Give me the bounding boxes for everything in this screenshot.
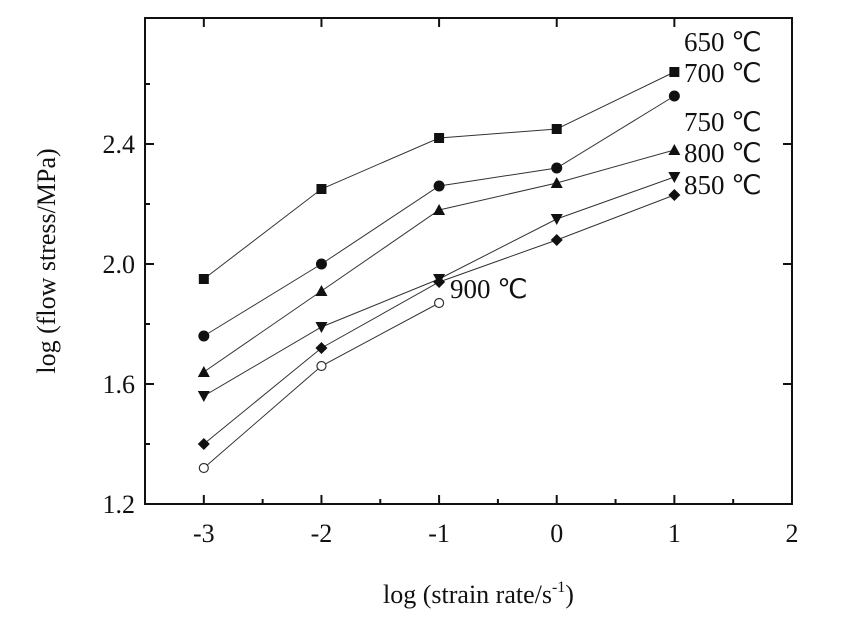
data-point-diamond — [668, 189, 681, 201]
series-label: 900 ℃ — [450, 274, 528, 304]
data-point-circle — [198, 330, 210, 342]
series-label: 750 ℃ — [684, 107, 762, 137]
series-lines — [203, 71, 675, 469]
data-point-square — [669, 67, 680, 77]
data-point-square — [434, 133, 445, 143]
data-point-open-circle — [198, 462, 209, 474]
data-point-triangle-down — [550, 214, 563, 225]
data-point-triangle-down — [197, 391, 210, 402]
data-point-diamond — [433, 276, 446, 288]
series-label: 850 ℃ — [684, 170, 762, 200]
x-tick-label: -2 — [311, 519, 333, 548]
series-line — [203, 71, 675, 280]
data-point-triangle-down — [315, 322, 328, 333]
x-tick-label: 1 — [668, 519, 681, 548]
data-point-circle — [668, 90, 680, 102]
series-label: 800 ℃ — [684, 138, 762, 168]
data-point-square — [198, 274, 209, 284]
data-point-diamond — [197, 438, 210, 450]
series-label: 650 ℃ — [684, 27, 762, 57]
series-label: 700 ℃ — [684, 58, 762, 88]
y-tick-label: 1.6 — [103, 370, 136, 399]
x-tick-label: 0 — [550, 519, 563, 548]
y-tick-label: 2.0 — [103, 250, 136, 279]
x-tick-label: -1 — [428, 519, 450, 548]
data-point-square — [551, 124, 562, 134]
data-point-open-circle — [433, 297, 445, 309]
data-point-square — [316, 184, 327, 194]
data-point-triangle-up — [197, 366, 210, 377]
data-point-open-circle — [316, 360, 327, 372]
x-axis-title: log (strain rate/s-1) — [383, 579, 574, 609]
series-markers — [197, 67, 681, 474]
data-point-triangle-up — [315, 285, 328, 296]
data-point-circle — [433, 180, 445, 192]
x-tick-label: -3 — [193, 519, 215, 548]
data-point-triangle-up — [433, 204, 446, 215]
y-tick-label: 1.2 — [103, 490, 136, 519]
y-axis-title: log (flow stress/MPa) — [32, 148, 61, 373]
data-point-diamond — [315, 342, 328, 354]
axes: -3 -2 -1 0 1 2 1.2 1.6 2.0 2.4 — [103, 17, 799, 548]
data-point-triangle-up — [550, 177, 563, 188]
y-tick-label: 2.4 — [103, 130, 136, 159]
data-point-triangle-up — [668, 144, 681, 155]
data-point-triangle-down — [668, 172, 681, 183]
data-point-diamond — [550, 234, 563, 246]
data-point-circle — [551, 162, 563, 174]
data-point-circle — [315, 258, 327, 270]
plot-frame — [144, 17, 793, 505]
x-tick-label: 2 — [786, 519, 799, 548]
